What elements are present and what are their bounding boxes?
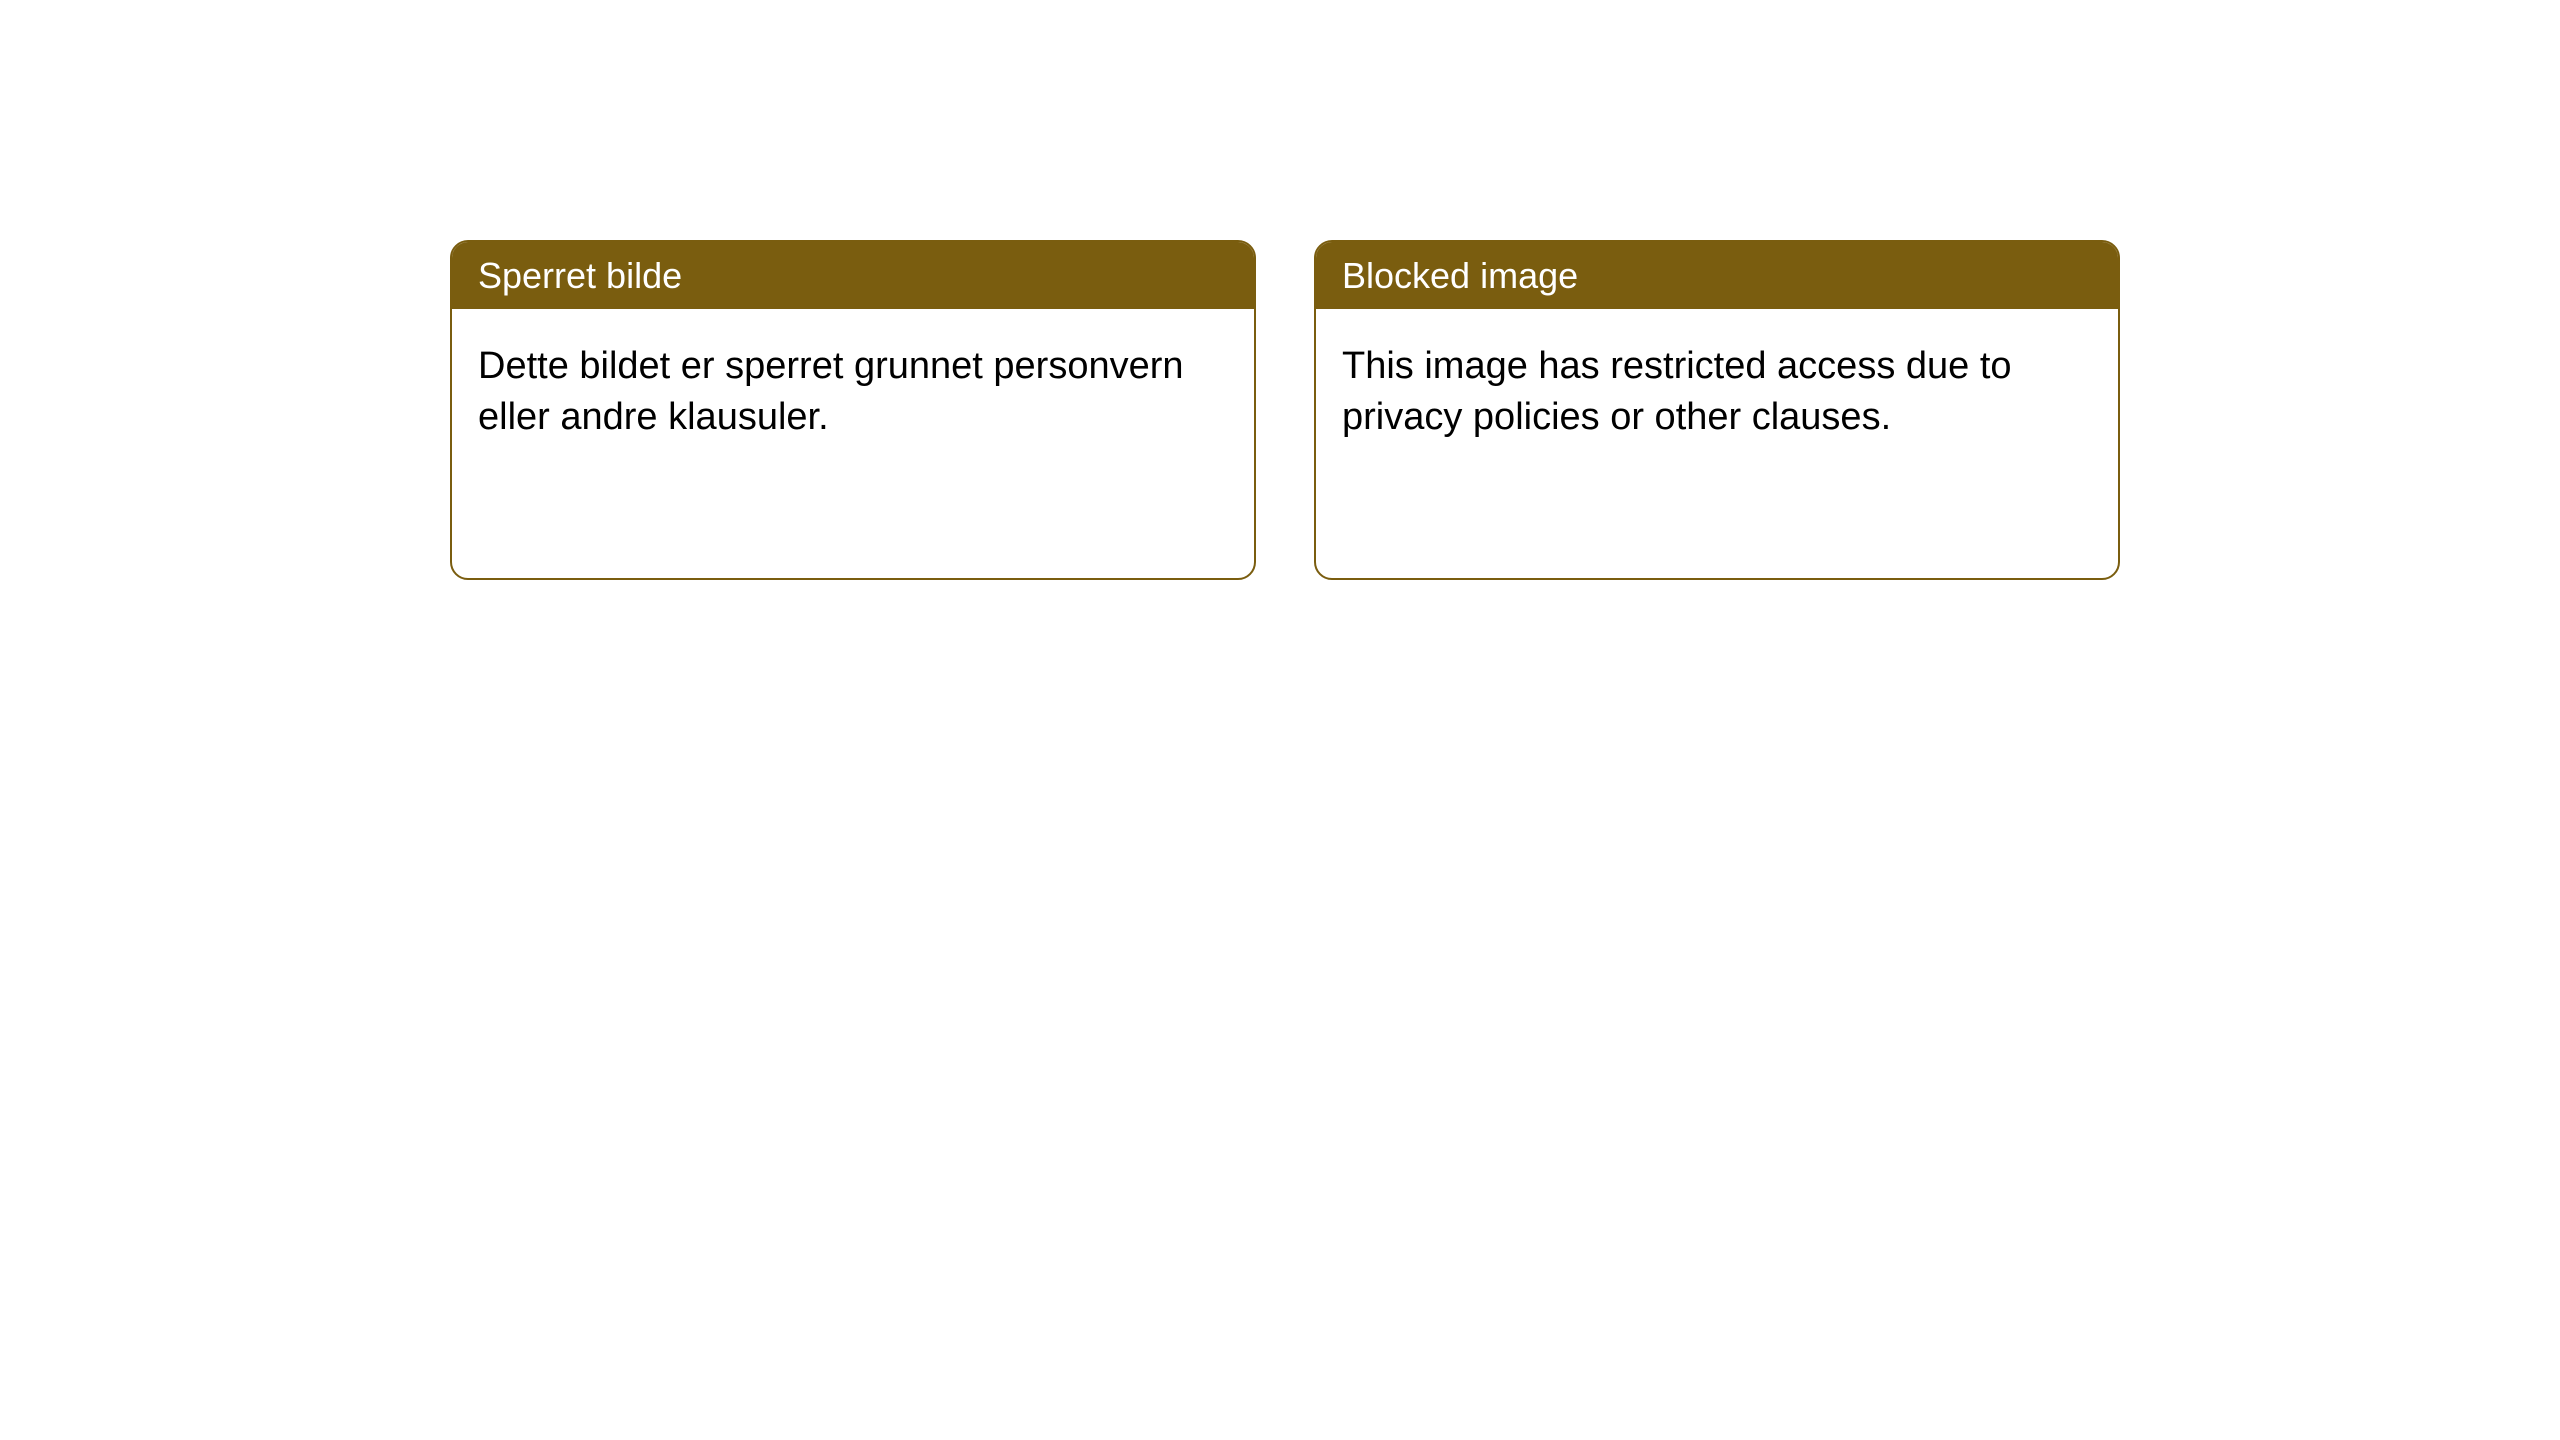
- notice-header-norwegian: Sperret bilde: [452, 242, 1254, 309]
- notice-card-norwegian: Sperret bilde Dette bildet er sperret gr…: [450, 240, 1256, 580]
- notice-body-english: This image has restricted access due to …: [1316, 309, 2118, 476]
- notice-header-english: Blocked image: [1316, 242, 2118, 309]
- notice-body-norwegian: Dette bildet er sperret grunnet personve…: [452, 309, 1254, 476]
- notice-card-english: Blocked image This image has restricted …: [1314, 240, 2120, 580]
- notice-container: Sperret bilde Dette bildet er sperret gr…: [450, 240, 2120, 580]
